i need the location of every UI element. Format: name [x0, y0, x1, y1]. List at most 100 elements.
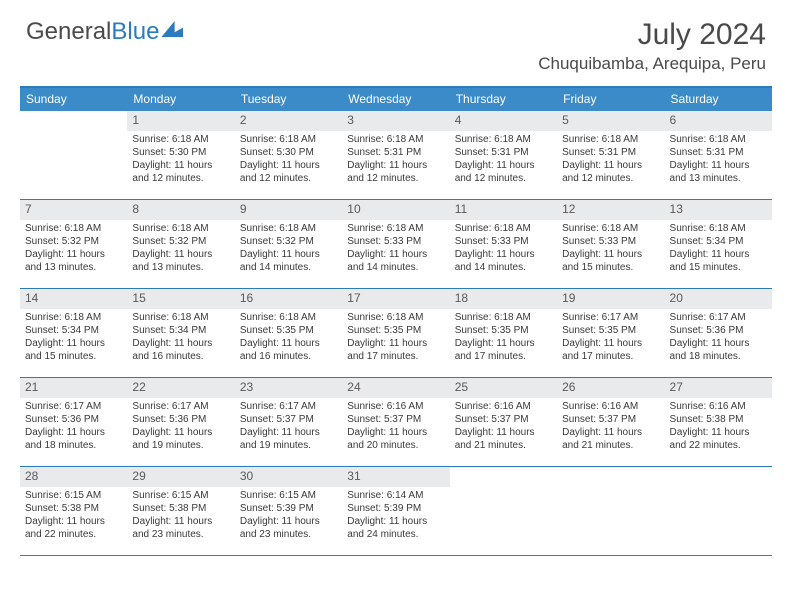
day-number: 20 [665, 289, 772, 309]
day-number [450, 467, 557, 487]
day-content: Sunrise: 6:18 AMSunset: 5:31 PMDaylight:… [557, 131, 664, 191]
day-cell: 8Sunrise: 6:18 AMSunset: 5:32 PMDaylight… [127, 200, 234, 288]
day-number: 27 [665, 378, 772, 398]
daylight-text: Daylight: 11 hours and 16 minutes. [240, 338, 337, 364]
day-number: 2 [235, 111, 342, 131]
sunrise-text: Sunrise: 6:17 AM [25, 401, 122, 414]
day-number: 9 [235, 200, 342, 220]
day-cell: 23Sunrise: 6:17 AMSunset: 5:37 PMDayligh… [235, 378, 342, 466]
day-cell: 26Sunrise: 6:16 AMSunset: 5:37 PMDayligh… [557, 378, 664, 466]
sunset-text: Sunset: 5:31 PM [562, 147, 659, 160]
day-number: 12 [557, 200, 664, 220]
weekday-header-row: SundayMondayTuesdayWednesdayThursdayFrid… [20, 88, 772, 111]
sunrise-text: Sunrise: 6:18 AM [25, 312, 122, 325]
day-number: 11 [450, 200, 557, 220]
day-cell: 4Sunrise: 6:18 AMSunset: 5:31 PMDaylight… [450, 111, 557, 199]
sunset-text: Sunset: 5:31 PM [347, 147, 444, 160]
sunrise-text: Sunrise: 6:16 AM [670, 401, 767, 414]
day-cell [557, 467, 664, 555]
day-cell: 18Sunrise: 6:18 AMSunset: 5:35 PMDayligh… [450, 289, 557, 377]
daylight-text: Daylight: 11 hours and 18 minutes. [25, 427, 122, 453]
sunrise-text: Sunrise: 6:16 AM [455, 401, 552, 414]
day-number: 26 [557, 378, 664, 398]
daylight-text: Daylight: 11 hours and 12 minutes. [455, 160, 552, 186]
day-content: Sunrise: 6:18 AMSunset: 5:31 PMDaylight:… [342, 131, 449, 191]
location-label: Chuquibamba, Arequipa, Peru [538, 54, 766, 74]
daylight-text: Daylight: 11 hours and 16 minutes. [132, 338, 229, 364]
logo-triangle-icon [161, 21, 183, 37]
sunset-text: Sunset: 5:35 PM [240, 325, 337, 338]
day-content: Sunrise: 6:18 AMSunset: 5:34 PMDaylight:… [127, 309, 234, 369]
week-row: 28Sunrise: 6:15 AMSunset: 5:38 PMDayligh… [20, 467, 772, 556]
sunrise-text: Sunrise: 6:18 AM [132, 134, 229, 147]
week-row: 14Sunrise: 6:18 AMSunset: 5:34 PMDayligh… [20, 289, 772, 378]
sunrise-text: Sunrise: 6:18 AM [562, 134, 659, 147]
sunset-text: Sunset: 5:35 PM [347, 325, 444, 338]
sunrise-text: Sunrise: 6:16 AM [347, 401, 444, 414]
sunset-text: Sunset: 5:36 PM [670, 325, 767, 338]
sunset-text: Sunset: 5:37 PM [240, 414, 337, 427]
day-number: 24 [342, 378, 449, 398]
day-content: Sunrise: 6:18 AMSunset: 5:32 PMDaylight:… [20, 220, 127, 280]
sunrise-text: Sunrise: 6:15 AM [25, 490, 122, 503]
sunset-text: Sunset: 5:34 PM [25, 325, 122, 338]
day-cell: 17Sunrise: 6:18 AMSunset: 5:35 PMDayligh… [342, 289, 449, 377]
day-cell [20, 111, 127, 199]
day-content: Sunrise: 6:18 AMSunset: 5:34 PMDaylight:… [665, 220, 772, 280]
day-cell: 20 Sunrise: 6:17 AMSunset: 5:36 PMDayligh… [665, 289, 772, 377]
day-number: 30 [235, 467, 342, 487]
sunrise-text: Sunrise: 6:18 AM [25, 223, 122, 236]
sunset-text: Sunset: 5:30 PM [240, 147, 337, 160]
day-content: Sunrise: 6:16 AMSunset: 5:37 PMDaylight:… [450, 398, 557, 458]
day-number [20, 111, 127, 131]
sunrise-text: Sunrise: 6:14 AM [347, 490, 444, 503]
day-cell: 28Sunrise: 6:15 AMSunset: 5:38 PMDayligh… [20, 467, 127, 555]
day-cell: 15Sunrise: 6:18 AMSunset: 5:34 PMDayligh… [127, 289, 234, 377]
daylight-text: Daylight: 11 hours and 22 minutes. [670, 427, 767, 453]
weekday-header: Saturday [665, 88, 772, 111]
daylight-text: Daylight: 11 hours and 12 minutes. [562, 160, 659, 186]
day-number: 28 [20, 467, 127, 487]
day-number [557, 467, 664, 487]
day-cell: 9Sunrise: 6:18 AMSunset: 5:32 PMDaylight… [235, 200, 342, 288]
day-cell: 29Sunrise: 6:15 AMSunset: 5:38 PMDayligh… [127, 467, 234, 555]
sunrise-text: Sunrise: 6:17 AM [670, 312, 767, 325]
sunset-text: Sunset: 5:37 PM [562, 414, 659, 427]
daylight-text: Daylight: 11 hours and 19 minutes. [240, 427, 337, 453]
day-number: 14 [20, 289, 127, 309]
sunset-text: Sunset: 5:33 PM [562, 236, 659, 249]
day-cell: 31Sunrise: 6:14 AMSunset: 5:39 PMDayligh… [342, 467, 449, 555]
day-number: 15 [127, 289, 234, 309]
sunrise-text: Sunrise: 6:18 AM [240, 223, 337, 236]
day-content: Sunrise: 6:18 AMSunset: 5:32 PMDaylight:… [127, 220, 234, 280]
sunrise-text: Sunrise: 6:17 AM [240, 401, 337, 414]
daylight-text: Daylight: 11 hours and 18 minutes. [670, 338, 767, 364]
sunset-text: Sunset: 5:34 PM [132, 325, 229, 338]
day-cell: 6Sunrise: 6:18 AMSunset: 5:31 PMDaylight… [665, 111, 772, 199]
daylight-text: Daylight: 11 hours and 23 minutes. [132, 516, 229, 542]
daylight-text: Daylight: 11 hours and 21 minutes. [455, 427, 552, 453]
daylight-text: Daylight: 11 hours and 15 minutes. [25, 338, 122, 364]
logo-text-2: Blue [111, 18, 159, 46]
weekday-header: Monday [127, 88, 234, 111]
sunrise-text: Sunrise: 6:18 AM [240, 134, 337, 147]
day-cell: 2Sunrise: 6:18 AMSunset: 5:30 PMDaylight… [235, 111, 342, 199]
day-cell: 3Sunrise: 6:18 AMSunset: 5:31 PMDaylight… [342, 111, 449, 199]
daylight-text: Daylight: 11 hours and 12 minutes. [347, 160, 444, 186]
day-cell: 24Sunrise: 6:16 AMSunset: 5:37 PMDayligh… [342, 378, 449, 466]
day-content: Sunrise: 6:18 AMSunset: 5:31 PMDaylight:… [450, 131, 557, 191]
day-content: Sunrise: 6:18 AMSunset: 5:32 PMDaylight:… [235, 220, 342, 280]
sunset-text: Sunset: 5:38 PM [670, 414, 767, 427]
day-number: 8 [127, 200, 234, 220]
weekday-header: Wednesday [342, 88, 449, 111]
day-number: 10 [342, 200, 449, 220]
day-number: 6 [665, 111, 772, 131]
day-number: 4 [450, 111, 557, 131]
day-cell: 1Sunrise: 6:18 AMSunset: 5:30 PMDaylight… [127, 111, 234, 199]
sunrise-text: Sunrise: 6:18 AM [455, 134, 552, 147]
header: GeneralBlue July 2024 Chuquibamba, Arequ… [0, 0, 792, 78]
day-number: 17 [342, 289, 449, 309]
day-number [665, 467, 772, 487]
day-number: 21 [20, 378, 127, 398]
sunrise-text: Sunrise: 6:18 AM [347, 134, 444, 147]
